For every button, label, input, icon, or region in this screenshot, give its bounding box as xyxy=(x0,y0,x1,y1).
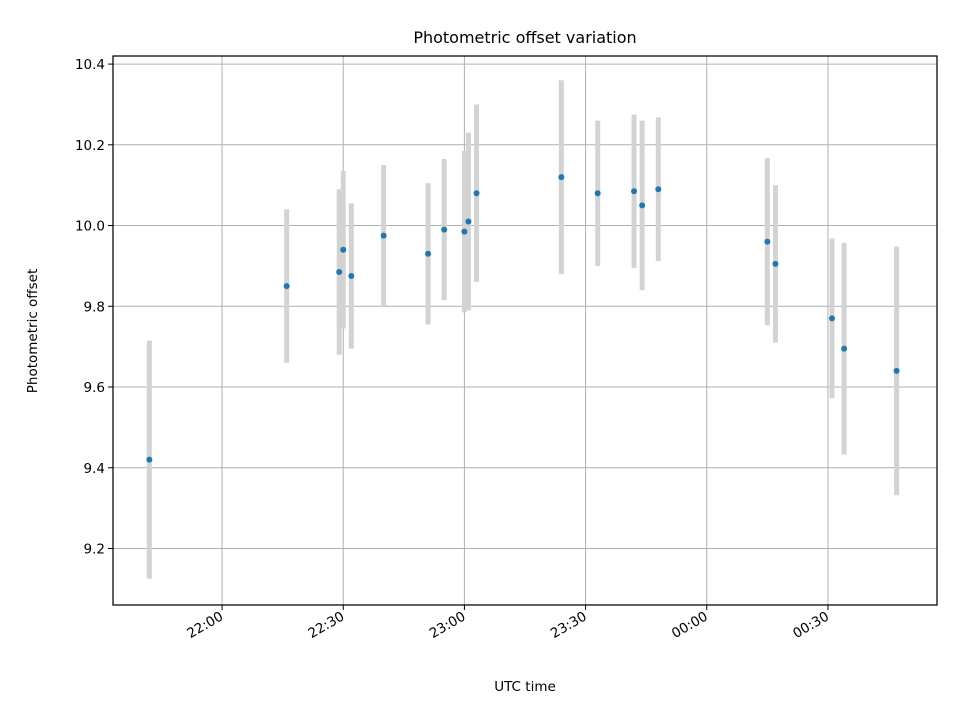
y-tick-label: 10.4 xyxy=(75,57,105,73)
y-tick-label: 9.6 xyxy=(84,380,105,396)
data-point xyxy=(336,268,343,275)
grid xyxy=(113,56,937,605)
data-point xyxy=(841,345,848,352)
data-point xyxy=(473,190,480,197)
x-tick-label: 22:30 xyxy=(306,609,348,642)
y-tick-label: 9.8 xyxy=(84,299,105,315)
data-point xyxy=(425,250,432,257)
y-tick-label: 9.4 xyxy=(84,461,105,477)
data-point xyxy=(558,174,565,181)
data-point xyxy=(461,228,468,235)
data-point xyxy=(639,202,646,209)
error-bars xyxy=(146,80,900,579)
data-point xyxy=(893,367,900,374)
x-tick-label: 23:30 xyxy=(548,609,590,642)
data-point xyxy=(828,315,835,322)
data-point xyxy=(631,188,638,195)
data-point xyxy=(441,226,448,233)
data-point xyxy=(348,273,355,280)
x-axis: 22:00 22:30 23:00 23:30 00:00 00:30 xyxy=(184,605,832,642)
x-tick-label: 22:00 xyxy=(184,609,226,642)
data-point xyxy=(764,238,771,245)
data-point xyxy=(594,190,601,197)
data-point xyxy=(146,456,153,463)
data-points xyxy=(146,174,900,463)
x-axis-label: UTC time xyxy=(494,679,556,695)
y-tick-label: 10.2 xyxy=(75,138,105,154)
chart-title: Photometric offset variation xyxy=(413,28,636,47)
data-point xyxy=(772,260,779,267)
x-tick-label: 00:00 xyxy=(669,609,711,642)
data-point xyxy=(465,218,472,225)
x-tick-label: 23:00 xyxy=(427,609,469,642)
y-axis-label: Photometric offset xyxy=(25,269,41,393)
y-tick-label: 9.2 xyxy=(84,541,105,557)
data-point xyxy=(380,232,387,239)
data-point xyxy=(283,283,290,290)
x-tick-label: 00:30 xyxy=(790,609,832,642)
data-point xyxy=(340,246,347,253)
y-tick-label: 10.0 xyxy=(75,219,105,235)
plot-frame xyxy=(112,55,938,606)
data-point xyxy=(655,186,662,193)
y-axis: 9.2 9.4 9.6 9.8 10.0 10.2 10.4 xyxy=(75,57,113,557)
